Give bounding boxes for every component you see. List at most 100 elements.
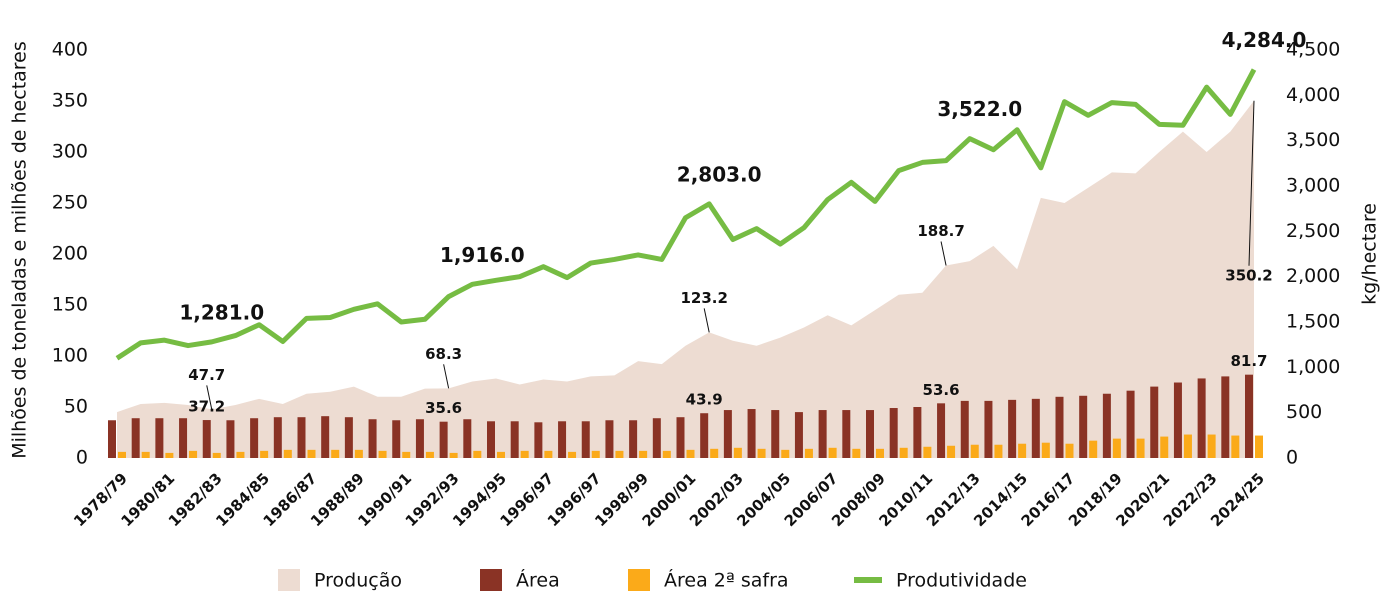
bar [463, 419, 472, 458]
bar [558, 421, 567, 458]
bar [676, 417, 685, 458]
y2-tick-label: 0 [1286, 447, 1298, 469]
y-tick-label: 350 [52, 90, 88, 112]
bar [273, 417, 282, 458]
value-label: 1,916.0 [440, 243, 525, 267]
bar [828, 447, 837, 458]
y-tick-label: 300 [52, 141, 88, 163]
y-tick-label: 250 [52, 192, 88, 214]
y2-tick-label: 3,500 [1286, 129, 1340, 151]
bar [260, 450, 269, 458]
bar [510, 421, 519, 458]
bar [392, 420, 401, 458]
line-layer [115, 68, 1257, 361]
leader-line [940, 241, 947, 266]
bar [297, 417, 306, 458]
bar [852, 448, 861, 458]
legend-label: Produção [314, 570, 402, 592]
bar [984, 400, 993, 458]
bar [747, 409, 756, 458]
bar [165, 452, 174, 458]
bar [1173, 382, 1182, 458]
bar [771, 410, 780, 458]
y-tick-label: 50 [64, 396, 88, 418]
bar [794, 412, 803, 458]
bar [1231, 435, 1240, 458]
area-layer [117, 100, 1254, 459]
bar [639, 450, 648, 458]
bar [876, 448, 884, 458]
value-label: 188.7 [917, 222, 964, 240]
y2-tick-label: 4,000 [1286, 84, 1340, 106]
bar [866, 410, 874, 458]
bar [236, 451, 245, 458]
bar [1197, 378, 1206, 458]
bar [250, 418, 259, 458]
value-label: 68.3 [425, 345, 462, 363]
bar [1160, 436, 1169, 458]
bar [686, 449, 695, 458]
y2-tick-label: 3,000 [1286, 175, 1340, 197]
bar [568, 451, 577, 458]
bar [1008, 399, 1017, 458]
bar [1150, 386, 1159, 458]
bar [1126, 390, 1135, 458]
bar [189, 450, 198, 458]
value-label: 81.7 [1230, 352, 1267, 370]
bar [449, 452, 458, 458]
leader-line [206, 385, 213, 410]
y-tick-label: 400 [52, 39, 88, 61]
value-label: 43.9 [686, 391, 723, 409]
bar [439, 421, 448, 458]
bar [1018, 443, 1027, 458]
legend-label: Produtividade [896, 570, 1027, 592]
bar [354, 449, 363, 458]
bar [804, 448, 813, 458]
bar [141, 451, 150, 458]
bar [818, 410, 827, 458]
bar [415, 419, 424, 458]
bar [781, 449, 790, 458]
bar [321, 416, 330, 458]
bar [1079, 395, 1088, 458]
bar [757, 448, 766, 458]
y-tick-label: 0 [76, 447, 88, 469]
bar [425, 451, 434, 458]
production-area [117, 100, 1254, 459]
value-label: 47.7 [188, 366, 225, 384]
y-axis-title: Milhões de toneladas e milhões de hectar… [9, 41, 31, 459]
y2-tick-label: 2,000 [1286, 265, 1340, 287]
y2-tick-label: 1,000 [1286, 356, 1340, 378]
bar [1102, 393, 1111, 458]
bar [534, 422, 543, 458]
leader-line [703, 308, 710, 333]
bar [994, 444, 1003, 458]
legend-label: Área 2ª safra [664, 569, 789, 592]
y-tick-label: 150 [52, 294, 88, 316]
value-label: 35.6 [425, 399, 462, 417]
bar [662, 450, 671, 458]
bar-layer [108, 374, 1263, 458]
bar [615, 450, 624, 458]
bar [402, 451, 411, 458]
bar [1089, 440, 1098, 458]
value-label: 350.2 [1225, 266, 1272, 284]
bar [131, 418, 140, 458]
legend-label: Área [516, 569, 560, 592]
bar [118, 451, 126, 458]
bar [937, 403, 946, 458]
bar [344, 417, 353, 458]
bar [1112, 438, 1121, 458]
bar [947, 445, 956, 458]
value-label: 3,522.0 [937, 97, 1022, 121]
bar [1031, 398, 1040, 458]
bar [1221, 376, 1230, 458]
legend-swatch [278, 569, 300, 591]
bar [1055, 396, 1064, 458]
bar [1136, 438, 1145, 458]
leader-line [1248, 100, 1255, 266]
y2-tick-label: 4,500 [1286, 39, 1340, 61]
bar [1255, 435, 1263, 458]
bar [378, 450, 387, 458]
